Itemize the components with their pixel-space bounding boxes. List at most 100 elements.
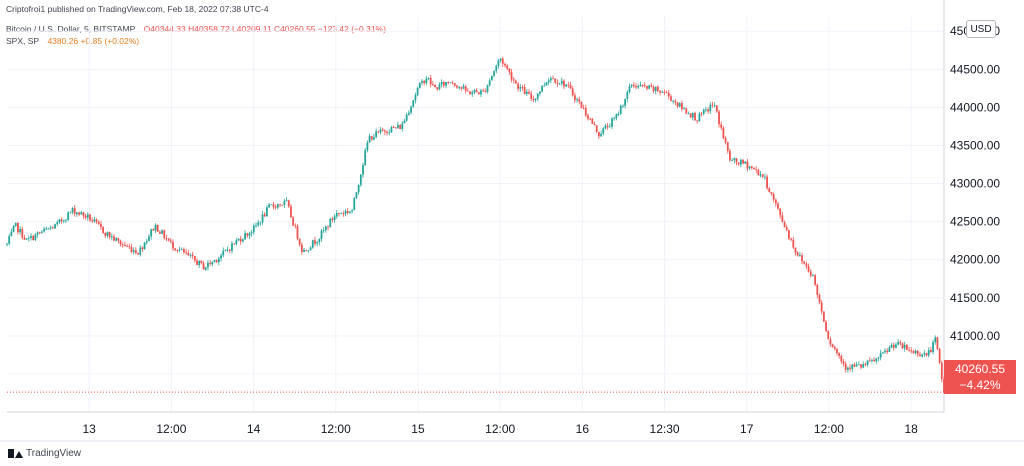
candle-body — [569, 84, 572, 89]
candle-body — [471, 92, 474, 95]
candle-body — [412, 100, 415, 107]
candle-body — [711, 104, 714, 106]
candle-body — [93, 219, 96, 222]
candle-body — [798, 255, 801, 256]
candle-body — [318, 238, 321, 243]
candle-body — [547, 80, 550, 83]
candle-body — [143, 242, 146, 250]
candle-body — [877, 357, 880, 359]
candle-body — [593, 124, 596, 126]
candle-body — [573, 95, 576, 101]
candle-body — [486, 85, 489, 92]
candle-body — [187, 252, 190, 255]
candle-body — [932, 342, 934, 352]
candle-body — [25, 238, 28, 240]
candle-body — [517, 83, 519, 89]
candle-body — [576, 99, 578, 101]
candle-body — [774, 199, 777, 204]
candle-body — [637, 85, 640, 88]
candle-body — [368, 136, 371, 143]
symbol-legend: Bitcoin / U.S. Dollar, 5, BITSTAMP O4034… — [6, 24, 386, 34]
candle-body — [792, 239, 795, 248]
candle-body — [353, 198, 356, 211]
currency-badge[interactable]: USD — [966, 20, 996, 38]
candle-body — [202, 262, 205, 270]
candle-body — [497, 60, 500, 66]
x-tick-label: 15 — [411, 422, 425, 436]
candle-body — [484, 90, 487, 92]
candle-body — [126, 246, 129, 247]
x-tick-label: 12:00 — [321, 422, 351, 436]
candle-body — [488, 80, 491, 86]
compare-legend: SPX, SP 4380.26 +0.85 (+0.02%) — [6, 36, 139, 46]
candle-body — [281, 204, 284, 206]
candle-body — [43, 228, 46, 232]
candle-body — [689, 113, 692, 118]
candle-body — [8, 236, 11, 244]
candle-body — [720, 124, 723, 128]
price-scale[interactable]: 45000.0044500.0044000.0043500.0043000.00… — [950, 24, 1000, 381]
time-scale[interactable]: 13 12:00 14 12:00 15 12:00 16 12:30 17 12:00 18 — [83, 422, 919, 436]
candle-body — [602, 128, 605, 134]
candle-body — [691, 113, 694, 118]
candle-body — [272, 204, 275, 207]
candle-body — [287, 200, 290, 207]
candle-body — [567, 84, 570, 86]
y-tick-label: 41000.00 — [950, 329, 1000, 343]
candle-body — [884, 350, 886, 353]
candle-body — [733, 158, 736, 161]
candle-body — [220, 255, 222, 259]
candle-body — [121, 244, 124, 246]
candle-body — [521, 86, 524, 88]
candle-body — [23, 237, 26, 240]
candle-body — [145, 240, 148, 243]
candle-body — [84, 215, 87, 218]
candle-body — [903, 344, 906, 349]
candle-body — [167, 238, 170, 241]
candle-body — [916, 350, 919, 355]
candle-body — [152, 229, 155, 231]
candle-body — [628, 86, 631, 92]
candle-body — [892, 344, 895, 348]
candle-body — [38, 232, 41, 234]
candle-body — [737, 162, 740, 165]
candle-body — [211, 261, 214, 265]
candle-body — [128, 246, 131, 248]
candle-body — [742, 159, 744, 164]
candle-body — [822, 311, 825, 322]
candle-body — [919, 354, 921, 357]
candle-body — [584, 107, 587, 116]
candle-body — [274, 206, 277, 208]
x-tick-label: 17 — [740, 422, 754, 436]
candle-body — [713, 105, 716, 107]
candle-body — [875, 358, 878, 362]
candle-body — [750, 166, 753, 168]
candle-body — [681, 103, 683, 110]
candle-body — [290, 206, 292, 218]
candle-body — [788, 230, 790, 239]
candle-body — [300, 244, 303, 252]
candle-body — [62, 220, 65, 222]
candle-body — [421, 80, 423, 83]
candle-body — [154, 224, 157, 231]
last-price-value: 40260.55 — [954, 362, 1006, 376]
candle-body — [665, 92, 668, 94]
compare-symbol-name[interactable]: SPX, SP — [6, 36, 40, 46]
candle-body — [75, 212, 78, 215]
candle-body — [739, 159, 742, 165]
candle-body — [469, 91, 471, 95]
candle-body — [106, 232, 109, 236]
candle-body — [709, 104, 712, 112]
y-tick-label: 43000.00 — [950, 177, 1000, 191]
candle-body — [163, 230, 166, 239]
candle-body — [67, 212, 70, 220]
candle-body — [189, 254, 192, 256]
candle-body — [895, 344, 897, 348]
candle-body — [914, 350, 917, 354]
symbol-name[interactable]: Bitcoin / U.S. Dollar, 5, BITSTAMP — [6, 24, 136, 34]
candle-body — [180, 249, 183, 250]
candle-body — [508, 68, 511, 73]
last-price-change: −4.42% — [959, 378, 1001, 392]
candle-body — [466, 90, 469, 92]
